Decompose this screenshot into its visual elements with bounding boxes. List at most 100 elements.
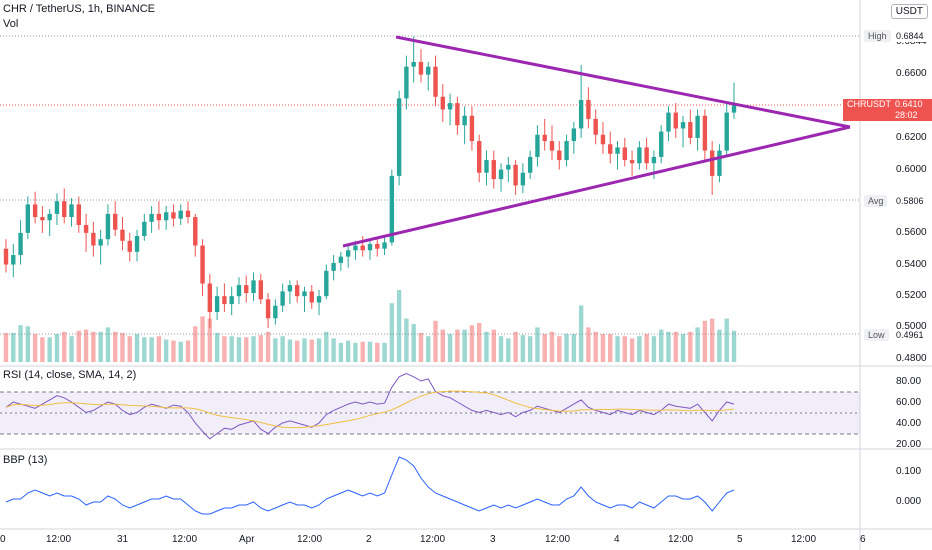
candle-body[interactable] bbox=[593, 118, 598, 135]
triangle-upper-trendline[interactable] bbox=[395, 35, 851, 129]
candle-body[interactable] bbox=[382, 242, 387, 249]
candle-body[interactable] bbox=[324, 270, 329, 297]
candle-body[interactable] bbox=[360, 245, 365, 251]
candle-body[interactable] bbox=[498, 169, 504, 180]
candle-body[interactable] bbox=[600, 134, 606, 145]
candle-body[interactable] bbox=[91, 232, 96, 246]
candle-body[interactable] bbox=[149, 213, 154, 222]
candle-body[interactable] bbox=[251, 280, 256, 294]
candle-body[interactable] bbox=[666, 112, 671, 132]
candle-body[interactable] bbox=[513, 164, 518, 186]
candle-body[interactable] bbox=[40, 217, 45, 221]
candle-body[interactable] bbox=[113, 213, 118, 230]
candle-body[interactable] bbox=[171, 212, 176, 219]
candle-body[interactable] bbox=[265, 299, 271, 319]
candle-body[interactable] bbox=[353, 245, 358, 251]
candle-body[interactable] bbox=[578, 99, 584, 129]
candle-body[interactable] bbox=[418, 61, 424, 75]
candle-body[interactable] bbox=[331, 262, 336, 271]
candle-body[interactable] bbox=[62, 201, 67, 218]
candle-body[interactable] bbox=[644, 147, 649, 164]
candle-body[interactable] bbox=[83, 224, 89, 233]
candle-body[interactable] bbox=[426, 66, 431, 75]
candle-body[interactable] bbox=[273, 305, 278, 319]
candle-body[interactable] bbox=[105, 213, 111, 240]
candle-body[interactable] bbox=[244, 285, 249, 294]
candle-body[interactable] bbox=[193, 217, 198, 246]
candle-body[interactable] bbox=[484, 160, 489, 173]
candle-body[interactable] bbox=[200, 245, 205, 284]
candle-body[interactable] bbox=[477, 141, 482, 173]
candle-body[interactable] bbox=[447, 103, 453, 110]
candle-body[interactable] bbox=[207, 283, 213, 313]
candle-body[interactable] bbox=[731, 104, 737, 113]
candle-body[interactable] bbox=[396, 98, 402, 176]
candle-body[interactable] bbox=[469, 115, 475, 142]
candle-body[interactable] bbox=[47, 213, 52, 221]
candle-body[interactable] bbox=[622, 147, 627, 161]
candle-body[interactable] bbox=[404, 66, 409, 99]
candle-body[interactable] bbox=[134, 236, 140, 252]
candle-body[interactable] bbox=[120, 229, 125, 241]
candle-body[interactable] bbox=[680, 122, 686, 129]
candle-body[interactable] bbox=[586, 99, 591, 119]
candle-body[interactable] bbox=[69, 204, 74, 218]
candle-body[interactable] bbox=[608, 144, 613, 154]
candle-body[interactable] bbox=[338, 256, 344, 263]
candle-body[interactable] bbox=[316, 296, 322, 303]
candle-body[interactable] bbox=[178, 210, 183, 219]
candle-body[interactable] bbox=[542, 134, 547, 142]
candle-body[interactable] bbox=[695, 115, 700, 138]
candle-body[interactable] bbox=[673, 112, 678, 129]
candle-body[interactable] bbox=[222, 296, 227, 305]
candle-body[interactable] bbox=[637, 147, 642, 164]
candle-body[interactable] bbox=[258, 280, 263, 300]
candle-body[interactable] bbox=[702, 115, 708, 151]
currency-button[interactable]: USDT bbox=[890, 4, 928, 19]
candle-body[interactable] bbox=[535, 134, 540, 157]
candle-body[interactable] bbox=[3, 248, 9, 265]
candle-body[interactable] bbox=[506, 164, 511, 170]
candle-body[interactable] bbox=[309, 291, 314, 303]
candle-body[interactable] bbox=[709, 150, 715, 176]
candle-body[interactable] bbox=[571, 128, 577, 142]
candle-body[interactable] bbox=[659, 131, 664, 157]
candle-body[interactable] bbox=[214, 296, 220, 313]
candle-body[interactable] bbox=[462, 115, 467, 126]
candle-body[interactable] bbox=[11, 255, 16, 265]
candle-body[interactable] bbox=[651, 156, 657, 164]
candle-body[interactable] bbox=[185, 210, 191, 218]
candle-body[interactable] bbox=[455, 103, 460, 126]
candle-body[interactable] bbox=[54, 201, 60, 214]
candle-body[interactable] bbox=[557, 150, 562, 161]
triangle-lower-trendline[interactable] bbox=[342, 125, 851, 248]
candle-body[interactable] bbox=[527, 156, 533, 173]
candle-body[interactable] bbox=[295, 285, 300, 297]
candle-body[interactable] bbox=[32, 204, 38, 218]
candle-body[interactable] bbox=[156, 213, 162, 221]
candle-body[interactable] bbox=[98, 239, 103, 246]
candle-body[interactable] bbox=[18, 232, 23, 256]
candle-body[interactable] bbox=[367, 243, 373, 251]
candle-body[interactable] bbox=[549, 141, 555, 151]
candle-body[interactable] bbox=[25, 204, 31, 233]
candle-body[interactable] bbox=[564, 141, 569, 161]
candle-body[interactable] bbox=[302, 291, 307, 297]
candle-body[interactable] bbox=[433, 66, 438, 97]
bbp-label[interactable]: BBP (13) bbox=[3, 454, 48, 466]
candle-body[interactable] bbox=[491, 160, 496, 180]
candle-body[interactable] bbox=[280, 291, 285, 306]
candle-body[interactable] bbox=[287, 285, 293, 292]
candle-body[interactable] bbox=[375, 243, 380, 249]
candle-body[interactable] bbox=[345, 250, 351, 257]
candle-body[interactable] bbox=[629, 160, 635, 164]
candle-body[interactable] bbox=[615, 147, 620, 154]
candle-body[interactable] bbox=[229, 296, 234, 305]
candle-body[interactable] bbox=[236, 285, 242, 297]
candle-body[interactable] bbox=[520, 172, 526, 186]
candle-body[interactable] bbox=[717, 150, 722, 176]
candle-body[interactable] bbox=[142, 221, 147, 237]
candle-body[interactable] bbox=[76, 204, 81, 225]
rsi-label[interactable]: RSI (14, close, SMA, 14, 2) bbox=[3, 369, 137, 381]
